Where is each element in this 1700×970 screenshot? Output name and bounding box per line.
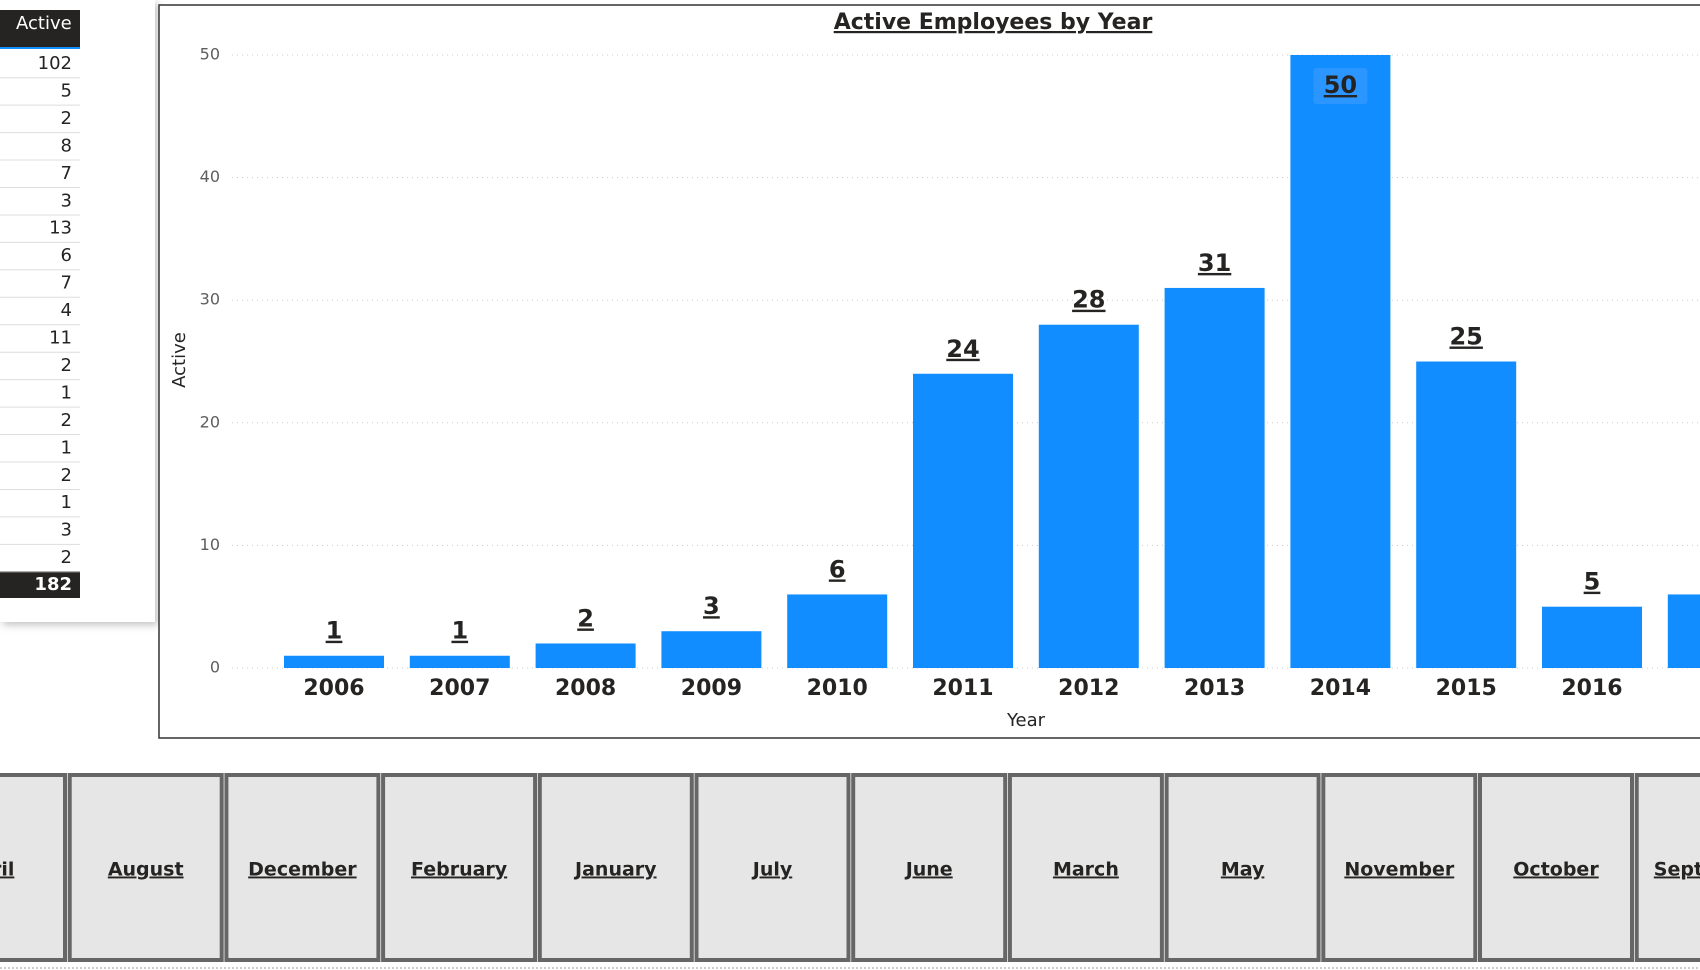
bar bbox=[284, 655, 384, 668]
table-cell: 2 bbox=[61, 108, 72, 129]
table-cell: 2 bbox=[61, 410, 72, 431]
data-label: 31 bbox=[1198, 249, 1231, 277]
data-label: 6 bbox=[829, 555, 846, 583]
slicer-label: April bbox=[0, 859, 14, 881]
table-cell: 2 bbox=[61, 547, 72, 568]
x-tick-label: 2016 bbox=[1561, 676, 1622, 701]
slicer-tile[interactable] bbox=[851, 773, 1008, 962]
y-tick-label: 50 bbox=[200, 45, 220, 64]
slicer-label: June bbox=[904, 859, 953, 881]
slicer-tile[interactable] bbox=[1164, 773, 1321, 962]
table-cell: 1 bbox=[61, 437, 72, 458]
slicer-tile[interactable] bbox=[1634, 773, 1700, 962]
table-cell: 5 bbox=[61, 80, 72, 101]
bar bbox=[913, 373, 1013, 668]
table-header: Active bbox=[16, 13, 72, 34]
table-cell: 102 bbox=[38, 53, 72, 74]
table-total-bg bbox=[0, 571, 80, 598]
slicer-tile[interactable] bbox=[381, 773, 538, 962]
bar bbox=[1542, 606, 1642, 668]
table-header-bg bbox=[0, 10, 80, 48]
y-tick-label: 0 bbox=[210, 658, 220, 677]
data-label: 1 bbox=[451, 617, 468, 645]
table-header-line bbox=[0, 47, 80, 49]
data-label-highlight bbox=[1313, 68, 1368, 104]
x-tick-label: 2006 bbox=[303, 676, 364, 701]
slicer-tile[interactable] bbox=[694, 773, 851, 962]
bar bbox=[1164, 287, 1265, 668]
x-tick-label: 2009 bbox=[681, 676, 742, 701]
table-cell: 7 bbox=[61, 273, 72, 294]
bar bbox=[787, 594, 888, 668]
slicer-label: February bbox=[411, 859, 508, 881]
x-tick-label: 2010 bbox=[807, 676, 868, 701]
bar bbox=[1290, 55, 1391, 668]
x-tick-label: 2007 bbox=[429, 676, 490, 701]
slicer-label: May bbox=[1221, 859, 1265, 881]
y-tick-label: 30 bbox=[200, 290, 220, 309]
slicer-label: September bbox=[1654, 859, 1700, 881]
slicer-tile[interactable] bbox=[1007, 773, 1164, 962]
slicer-label: July bbox=[751, 859, 793, 881]
data-label: 24 bbox=[946, 335, 979, 363]
table-cell: 3 bbox=[61, 190, 72, 211]
slicer-tile[interactable] bbox=[537, 773, 694, 962]
table-cell: 6 bbox=[61, 245, 72, 266]
x-tick-label: 2013 bbox=[1184, 676, 1245, 701]
bar bbox=[1416, 361, 1517, 668]
slicer-tile[interactable] bbox=[224, 773, 381, 962]
slicer-label: October bbox=[1513, 859, 1599, 881]
table-cell: 2 bbox=[61, 355, 72, 376]
slicer-label: January bbox=[573, 859, 657, 881]
x-tick-label: 2008 bbox=[555, 676, 616, 701]
table-cell: 8 bbox=[61, 135, 72, 156]
x-tick-label: 2011 bbox=[932, 676, 993, 701]
data-label: 28 bbox=[1072, 286, 1105, 314]
table-cell: 1 bbox=[61, 382, 72, 403]
table-panel bbox=[0, 0, 155, 622]
bar bbox=[1667, 594, 1700, 668]
slicer-tile[interactable] bbox=[1321, 773, 1478, 962]
data-label: 2 bbox=[577, 604, 594, 632]
x-tick-label: 2014 bbox=[1310, 676, 1371, 701]
bar bbox=[409, 655, 510, 668]
bar bbox=[1038, 324, 1139, 668]
slicer-tile[interactable] bbox=[1478, 773, 1634, 962]
slicer-label: March bbox=[1053, 859, 1119, 881]
x-tick-label: 2015 bbox=[1436, 676, 1497, 701]
table-total: 182 bbox=[34, 574, 72, 595]
table-cell: 4 bbox=[61, 300, 72, 321]
y-axis-title: Active bbox=[169, 332, 190, 388]
x-axis-title: Year bbox=[1006, 710, 1046, 731]
data-label: 3 bbox=[703, 592, 720, 620]
table-cell: 1 bbox=[61, 492, 72, 513]
slicer-tile[interactable] bbox=[0, 773, 67, 962]
data-label: 25 bbox=[1449, 323, 1482, 351]
data-label: 50 bbox=[1324, 71, 1357, 99]
table-cell: 2 bbox=[61, 465, 72, 486]
chart-title: Active Employees by Year bbox=[834, 10, 1153, 35]
bar bbox=[661, 631, 762, 668]
data-label: 5 bbox=[1584, 568, 1601, 596]
y-tick-label: 40 bbox=[200, 167, 220, 186]
y-tick-label: 10 bbox=[200, 535, 220, 554]
y-tick-label: 20 bbox=[200, 412, 220, 431]
slicer-label: August bbox=[108, 859, 184, 881]
slicer-label: December bbox=[248, 859, 357, 881]
table-cell: 7 bbox=[61, 163, 72, 184]
table-cell: 11 bbox=[49, 328, 72, 349]
table-cell: 13 bbox=[49, 218, 72, 239]
table-cell: 3 bbox=[61, 520, 72, 541]
bar bbox=[535, 643, 636, 668]
data-label: 1 bbox=[326, 617, 343, 645]
x-tick-label: 2012 bbox=[1058, 676, 1119, 701]
slicer-label: November bbox=[1344, 859, 1455, 881]
slicer-tile[interactable] bbox=[67, 773, 224, 962]
